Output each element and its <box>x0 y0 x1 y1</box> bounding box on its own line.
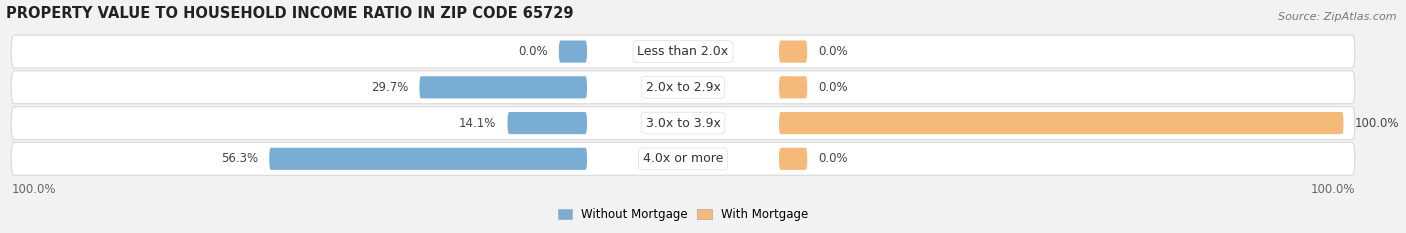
Text: Less than 2.0x: Less than 2.0x <box>637 45 728 58</box>
FancyBboxPatch shape <box>779 41 807 63</box>
Text: 2.0x to 2.9x: 2.0x to 2.9x <box>645 81 720 94</box>
FancyBboxPatch shape <box>11 71 1355 104</box>
FancyBboxPatch shape <box>11 35 1355 68</box>
FancyBboxPatch shape <box>269 148 588 170</box>
FancyBboxPatch shape <box>779 76 807 98</box>
Text: 0.0%: 0.0% <box>818 45 848 58</box>
Legend: Without Mortgage, With Mortgage: Without Mortgage, With Mortgage <box>558 208 808 221</box>
Text: 100.0%: 100.0% <box>1355 116 1399 130</box>
FancyBboxPatch shape <box>779 112 1344 134</box>
Text: 0.0%: 0.0% <box>818 152 848 165</box>
Text: 0.0%: 0.0% <box>517 45 547 58</box>
Text: 4.0x or more: 4.0x or more <box>643 152 723 165</box>
FancyBboxPatch shape <box>419 76 588 98</box>
FancyBboxPatch shape <box>779 148 807 170</box>
FancyBboxPatch shape <box>508 112 588 134</box>
Text: 3.0x to 3.9x: 3.0x to 3.9x <box>645 116 720 130</box>
Text: 29.7%: 29.7% <box>371 81 408 94</box>
Text: Source: ZipAtlas.com: Source: ZipAtlas.com <box>1278 12 1396 22</box>
FancyBboxPatch shape <box>11 107 1355 140</box>
Text: 100.0%: 100.0% <box>11 183 56 196</box>
Text: 14.1%: 14.1% <box>458 116 496 130</box>
Text: PROPERTY VALUE TO HOUSEHOLD INCOME RATIO IN ZIP CODE 65729: PROPERTY VALUE TO HOUSEHOLD INCOME RATIO… <box>6 6 574 21</box>
FancyBboxPatch shape <box>558 41 588 63</box>
Text: 56.3%: 56.3% <box>221 152 257 165</box>
Text: 0.0%: 0.0% <box>818 81 848 94</box>
FancyBboxPatch shape <box>11 142 1355 175</box>
Text: 100.0%: 100.0% <box>1310 183 1355 196</box>
